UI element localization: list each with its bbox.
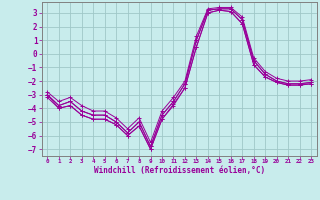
X-axis label: Windchill (Refroidissement éolien,°C): Windchill (Refroidissement éolien,°C) [94,166,265,175]
